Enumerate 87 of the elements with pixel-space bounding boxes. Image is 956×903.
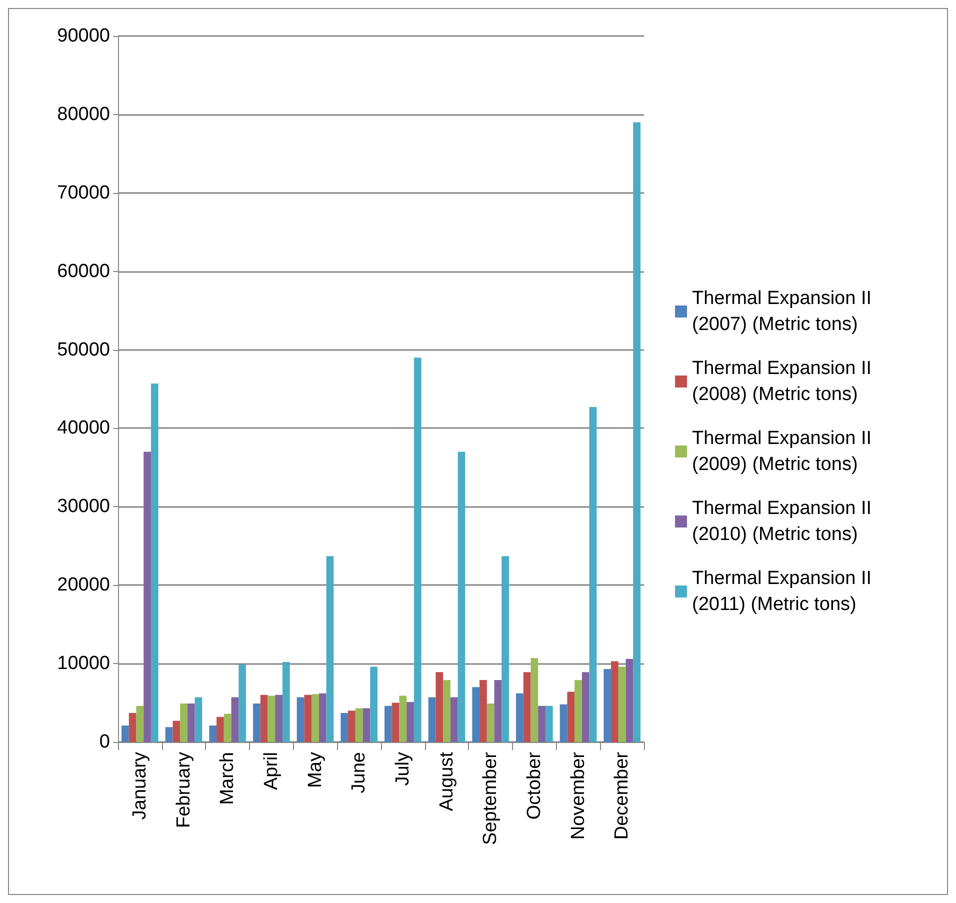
- legend-label: Thermal Expansion II (2011) (Metric tons): [692, 568, 877, 615]
- bar: [275, 694, 282, 742]
- bar: [150, 384, 158, 742]
- bar: [574, 680, 582, 742]
- bar: [392, 702, 400, 742]
- bar: [224, 714, 232, 742]
- x-tick-label: November: [568, 751, 589, 840]
- bar: [238, 664, 246, 742]
- x-tick-label: April: [260, 752, 282, 790]
- bar: [443, 680, 450, 742]
- bar: [450, 697, 458, 742]
- y-tick-label: 10000: [57, 653, 110, 674]
- y-tick-label: 40000: [57, 418, 110, 439]
- bar: [399, 696, 407, 742]
- bar: [165, 727, 173, 742]
- bar: [231, 697, 239, 742]
- bar: [538, 706, 546, 742]
- bar: [458, 452, 466, 742]
- bar: [494, 680, 502, 742]
- bar: [436, 672, 444, 742]
- y-tick-label: 20000: [57, 574, 110, 596]
- x-tick-label: March: [217, 752, 238, 805]
- x-tick-label: September: [480, 751, 502, 845]
- x-tick-label: December: [612, 751, 633, 840]
- y-tick-label: 50000: [57, 339, 110, 360]
- bar: [312, 694, 319, 742]
- bar: [362, 708, 370, 742]
- bar: [187, 704, 195, 742]
- bar: [253, 704, 260, 742]
- bar: [502, 556, 509, 742]
- bar: [136, 706, 144, 742]
- x-tick-label: August: [436, 751, 458, 812]
- bar: [633, 122, 640, 742]
- bar: [516, 693, 524, 742]
- y-tick-label: 80000: [57, 104, 110, 125]
- bar: [589, 407, 597, 742]
- bar: [348, 710, 356, 742]
- y-tick-label: 30000: [57, 496, 110, 518]
- y-tick-label: 90000: [57, 26, 110, 46]
- bar: [486, 704, 494, 742]
- legend-label: Thermal Expansion II (2007) (Metric tons): [692, 288, 877, 335]
- bar: [480, 680, 487, 742]
- bar: [296, 697, 304, 742]
- legend-label: Thermal Expansion II (2009) (Metric tons): [692, 428, 877, 475]
- bar: [260, 694, 268, 742]
- x-tick-label: May: [304, 752, 326, 788]
- bar: [428, 697, 436, 742]
- bar: [523, 672, 531, 742]
- bar: [611, 661, 618, 742]
- bar: [582, 672, 590, 742]
- bar: [618, 666, 626, 742]
- bar: [128, 712, 136, 742]
- y-tick-label: 60000: [57, 260, 110, 282]
- bar: [414, 358, 422, 742]
- bar: [194, 697, 202, 742]
- bar: [282, 662, 290, 742]
- bar: [304, 694, 312, 742]
- legend-label: Thermal Expansion II (2010) (Metric tons): [692, 498, 877, 545]
- bar: [604, 669, 612, 742]
- legend-label: Thermal Expansion II (2008) (Metric tons): [692, 358, 877, 405]
- bar: [326, 556, 334, 742]
- bar: [318, 693, 326, 742]
- bar: [122, 726, 129, 742]
- bar: [355, 708, 363, 742]
- bar: [530, 658, 538, 742]
- bar: [545, 706, 553, 742]
- bar: [567, 692, 575, 742]
- y-tick-label: 0: [99, 732, 110, 752]
- bar: [144, 452, 151, 742]
- bar: [268, 696, 276, 742]
- bar: [626, 658, 634, 742]
- bar: [472, 687, 480, 742]
- y-tick-label: 70000: [57, 182, 110, 204]
- x-tick-label: February: [173, 752, 194, 828]
- bar: [370, 666, 378, 742]
- x-tick-label: June: [348, 752, 370, 794]
- bar: [406, 702, 414, 742]
- bar: [216, 716, 224, 742]
- bar: [340, 712, 348, 742]
- bar: [209, 726, 217, 742]
- bar: [180, 704, 188, 742]
- bar: [172, 720, 180, 742]
- bar: [384, 706, 392, 742]
- x-tick-label: October: [524, 751, 545, 820]
- x-tick-label: January: [129, 752, 150, 820]
- x-tick-label: July: [392, 752, 414, 786]
- bar: [560, 704, 568, 742]
